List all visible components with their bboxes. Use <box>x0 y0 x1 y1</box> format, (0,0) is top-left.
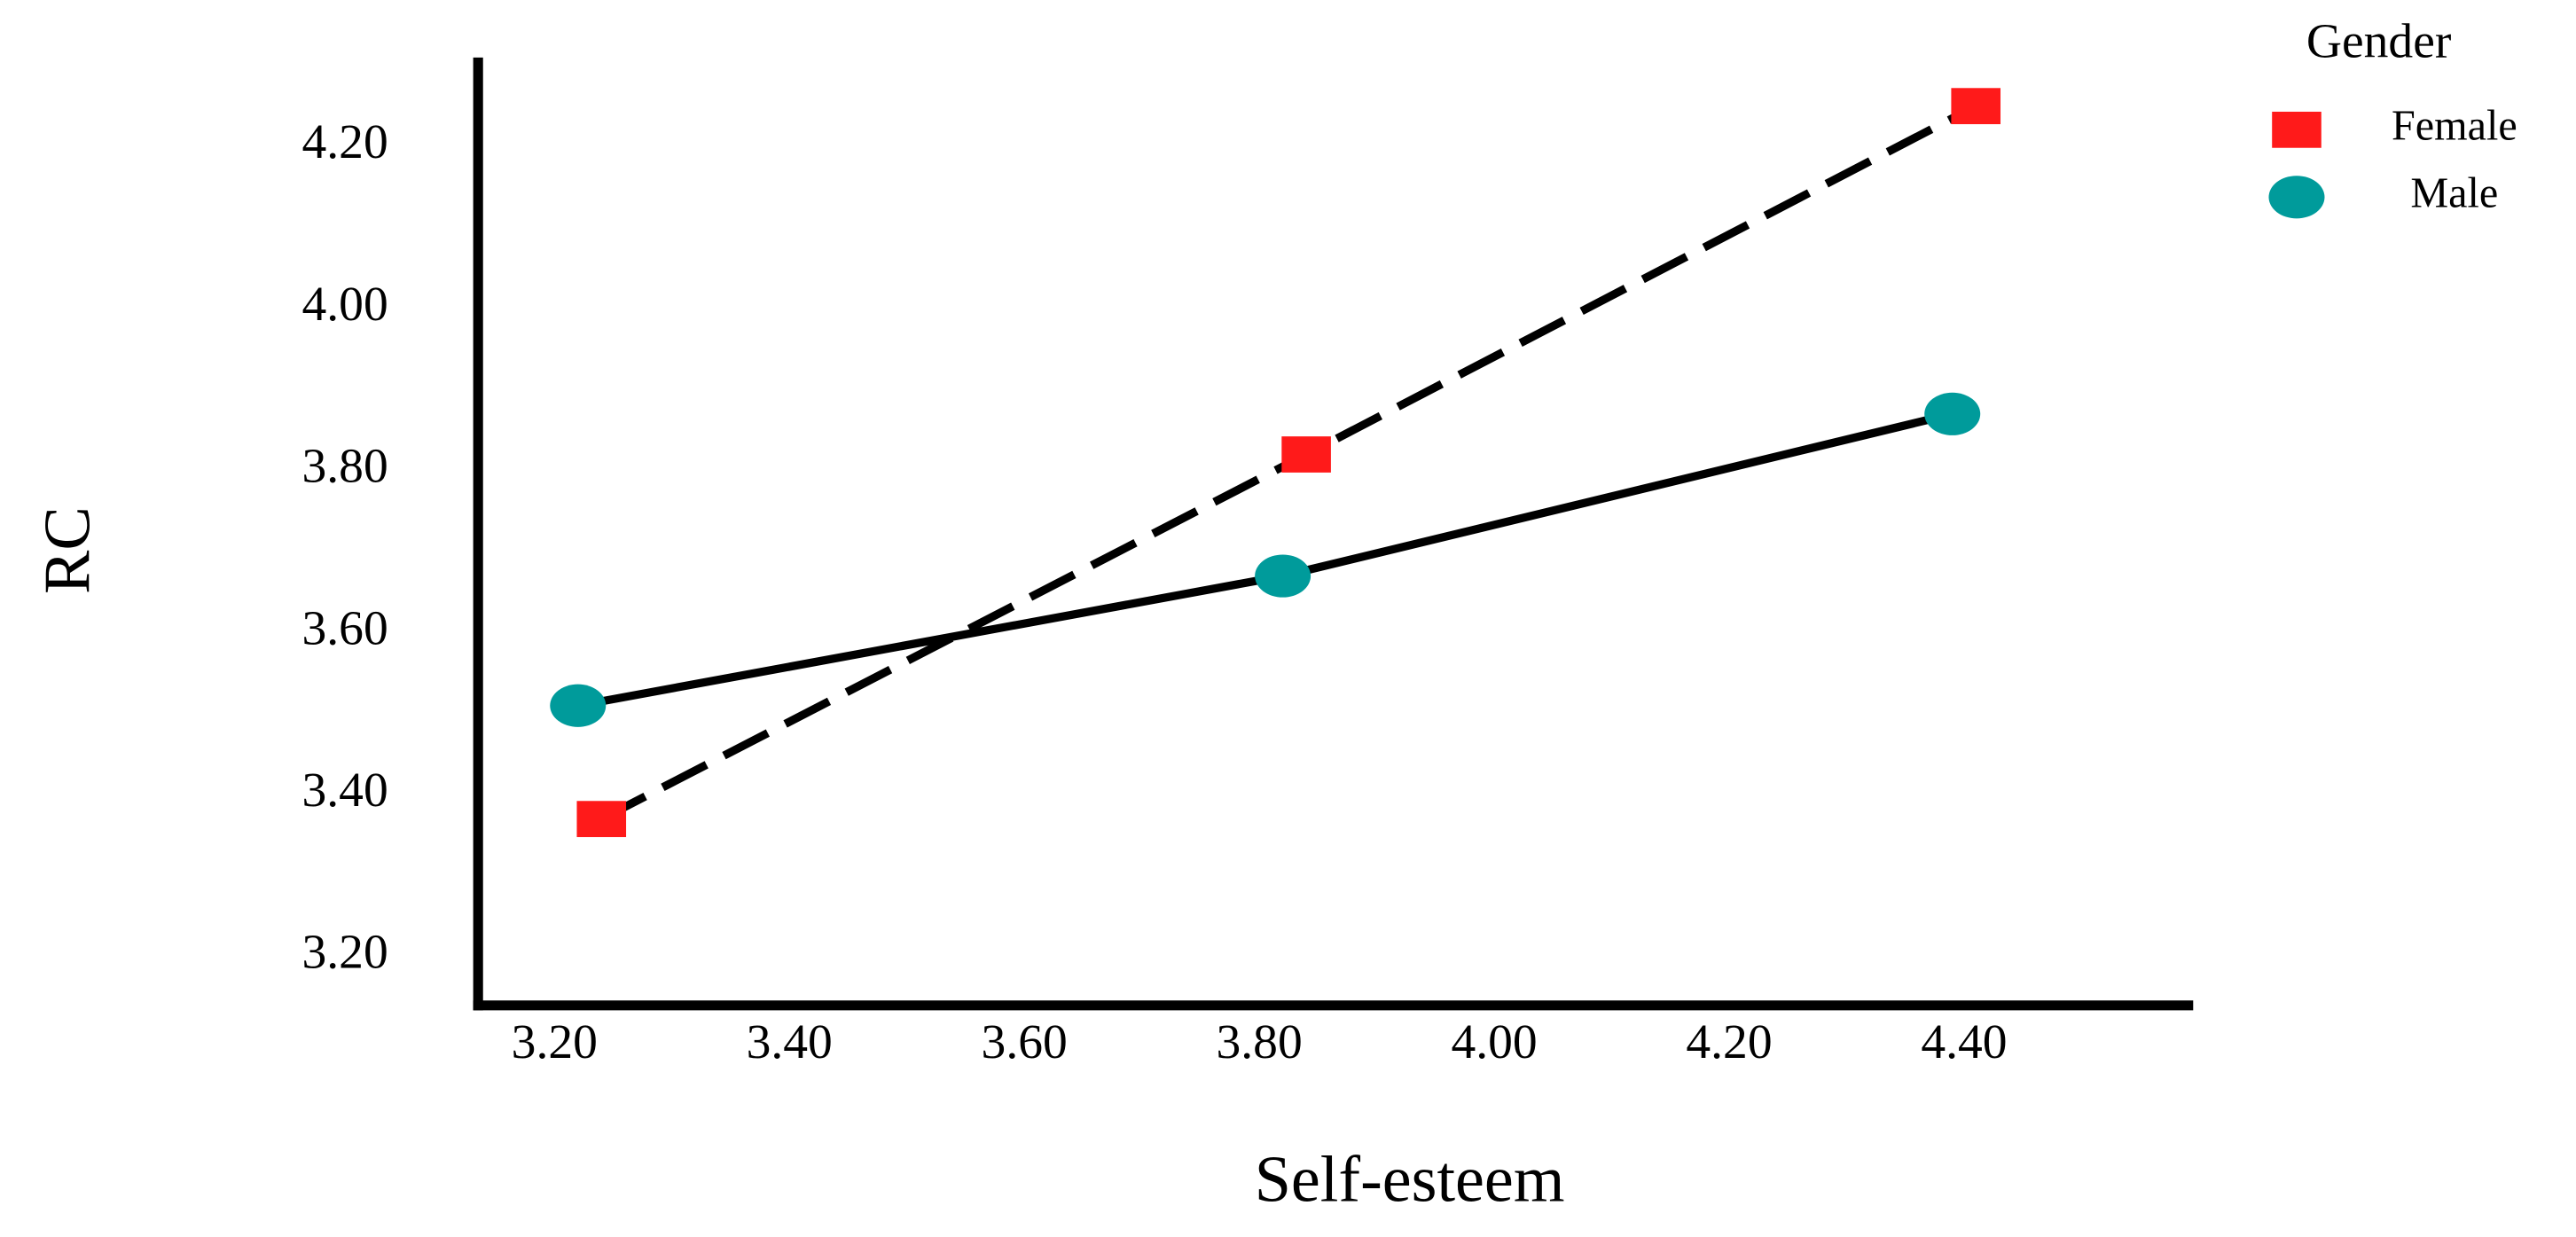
x-axis-label: Self-esteem <box>1255 1144 1565 1217</box>
x-tick-label: 4.20 <box>1686 1014 1772 1069</box>
y-tick-label: 3.20 <box>301 925 388 980</box>
legend-swatch <box>2268 176 2325 219</box>
legend-swatch <box>2272 111 2322 148</box>
legend-label: Female <box>2392 102 2517 149</box>
x-tick-label: 3.20 <box>512 1014 598 1069</box>
marker <box>1924 392 1981 435</box>
marker <box>550 684 607 727</box>
legend-label: Male <box>2410 169 2498 216</box>
x-tick-label: 3.40 <box>747 1014 833 1069</box>
x-tick-label: 3.80 <box>1217 1014 1303 1069</box>
x-tick-label: 4.00 <box>1451 1014 1537 1069</box>
x-tick-label: 4.40 <box>1921 1014 2007 1069</box>
y-axis-label: RC <box>31 506 104 594</box>
x-tick-label: 3.60 <box>982 1014 1068 1069</box>
marker <box>1255 554 1311 598</box>
marker <box>576 801 627 838</box>
y-tick-label: 4.20 <box>301 114 388 169</box>
y-tick-label: 3.60 <box>301 600 388 655</box>
marker <box>1281 436 1331 473</box>
y-tick-label: 3.80 <box>301 439 388 494</box>
y-tick-label: 4.00 <box>301 277 388 332</box>
y-tick-label: 3.40 <box>301 763 388 818</box>
marker <box>1951 88 2001 125</box>
legend-title: Gender <box>2306 14 2452 69</box>
